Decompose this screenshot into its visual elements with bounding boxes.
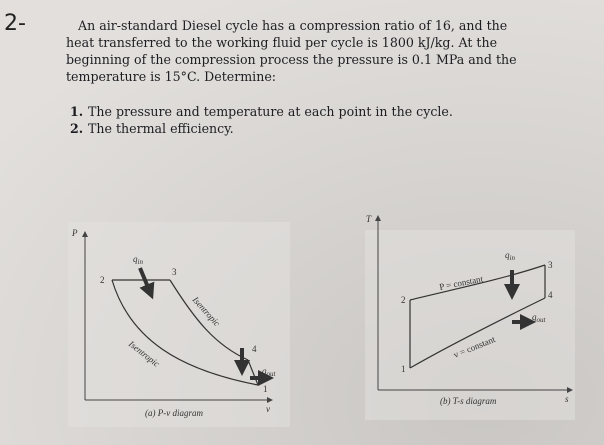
diagram-frame — [68, 222, 290, 427]
problem-line: temperature is 15°C. Determine: — [66, 69, 276, 84]
pv-diagram: P v 1 2 3 4 qin qout Isentropic Isentrop… — [68, 222, 290, 427]
task-number: 2. — [70, 121, 83, 136]
point-label: 2 — [100, 275, 105, 285]
subscript: out — [537, 316, 547, 324]
axis-label: T — [366, 214, 372, 224]
process-line — [111, 279, 259, 386]
point-label: 4 — [252, 344, 257, 354]
point-label: 4 — [548, 290, 553, 300]
problem-number: 2- — [4, 11, 26, 36]
axis-label: P — [71, 228, 78, 238]
heat-arrow — [138, 267, 155, 300]
subscript: out — [267, 370, 277, 378]
heat-label: qout — [262, 366, 277, 378]
point-label: 1 — [401, 364, 406, 374]
process-line — [169, 279, 249, 361]
symbol: q — [532, 312, 537, 322]
heat-label: qout — [532, 312, 547, 324]
symbol: q — [505, 250, 510, 260]
problem-line: heat transferred to the working fluid pe… — [66, 35, 497, 50]
problem-line: beginning of the compression process the… — [66, 52, 517, 67]
heat-label: qin — [505, 250, 515, 262]
heat-label: qin — [133, 254, 143, 266]
caption: (a) P-v diagram — [145, 408, 203, 418]
ts-diagram: T s 1 2 3 4 qin qout P = constant v = co… — [365, 214, 575, 420]
subscript: in — [510, 254, 516, 262]
problem-line: An air-standard Diesel cycle has a compr… — [77, 18, 507, 33]
diagram-frame — [365, 230, 575, 420]
process-line — [409, 264, 546, 301]
subscript: in — [138, 258, 144, 266]
task-text: The pressure and temperature at each poi… — [88, 104, 453, 119]
point-label: 2 — [401, 295, 406, 305]
symbol: q — [262, 366, 267, 376]
task-number: 1. — [70, 104, 83, 119]
axis-label: s — [565, 394, 569, 404]
process-line — [409, 297, 546, 369]
symbol: q — [133, 254, 138, 264]
point-label: 3 — [172, 267, 177, 277]
task-text: The thermal efficiency. — [88, 121, 234, 136]
point-label: 3 — [548, 260, 553, 270]
axis-label: v — [266, 404, 270, 414]
point-label: 1 — [263, 384, 268, 394]
caption: (b) T-s diagram — [440, 396, 497, 406]
